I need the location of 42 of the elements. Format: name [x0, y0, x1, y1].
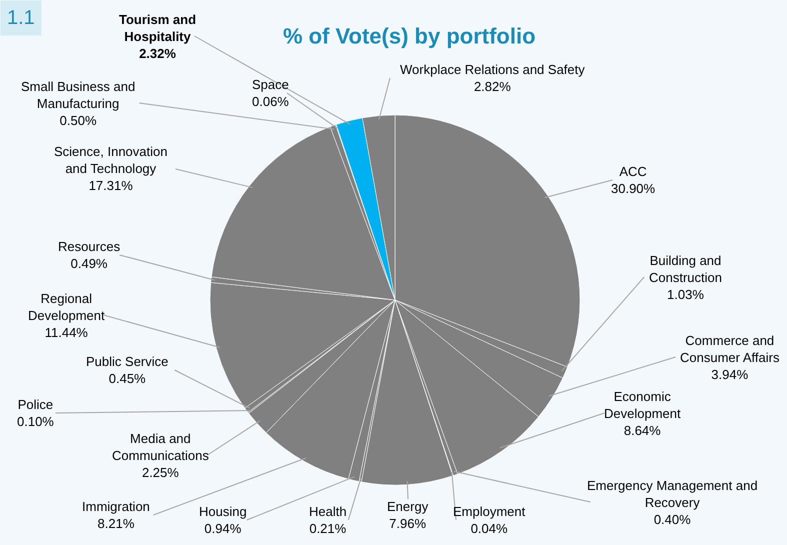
slice-label: Space: [252, 77, 289, 92]
slice-label: Health: [309, 504, 347, 519]
data-label: 8.21%: [98, 516, 135, 531]
slice-label: Commerce and Consumer Affairs: [680, 333, 780, 365]
data-label: 11.44%: [44, 324, 88, 340]
slice-label: Immigration: [82, 499, 150, 514]
slice-label: Building and Construction: [649, 253, 722, 285]
data-label: 17.31%: [88, 178, 134, 193]
data-label: 2.82%: [474, 78, 512, 94]
data-label: 30.90%: [611, 180, 656, 196]
slice-label: Public Service: [86, 354, 168, 369]
data-label: 0.50%: [60, 112, 97, 128]
data-label: 0.94%: [204, 520, 242, 536]
slice-label: Economic Development: [604, 389, 681, 421]
chart-title: % of Vote(s) by portfolio: [282, 24, 536, 49]
data-label: 2.32%: [139, 46, 176, 61]
slice-label: Energy: [387, 499, 429, 514]
slice-label: Resources: [58, 239, 121, 254]
slice-label: Emergency Management and Recovery: [587, 478, 758, 510]
slice-label: Regional Development: [28, 291, 105, 323]
slice-label: Media and Communications: [112, 431, 210, 463]
data-label: 8.64%: [624, 422, 662, 438]
slice-label: Housing: [199, 504, 247, 519]
data-label: 3.94%: [711, 366, 749, 382]
data-label: 1.03%: [667, 286, 704, 302]
data-label: 0.45%: [108, 370, 146, 386]
slice-label: Small Business and Manufacturing: [21, 79, 136, 111]
data-label: 0.04%: [470, 520, 508, 536]
text: 1.1: [7, 7, 35, 29]
data-label: 0.49%: [70, 256, 108, 271]
slice-label: Tourism and Hospitality: [119, 12, 196, 44]
slice-label: ACC: [619, 164, 647, 179]
data-label: 2.25%: [142, 464, 180, 480]
data-label: 0.40%: [654, 512, 692, 527]
data-label: 0.10%: [17, 414, 54, 429]
data-label: 7.96%: [389, 516, 426, 531]
slice-label: Employment: [453, 504, 526, 519]
slice-label: Police: [18, 397, 54, 412]
data-label: 0.06%: [252, 94, 290, 109]
slice-label: Workplace Relations and Safety: [400, 62, 586, 77]
slice-label: Science, Innovation and Technology: [54, 144, 168, 176]
data-label: 0.21%: [309, 520, 347, 536]
